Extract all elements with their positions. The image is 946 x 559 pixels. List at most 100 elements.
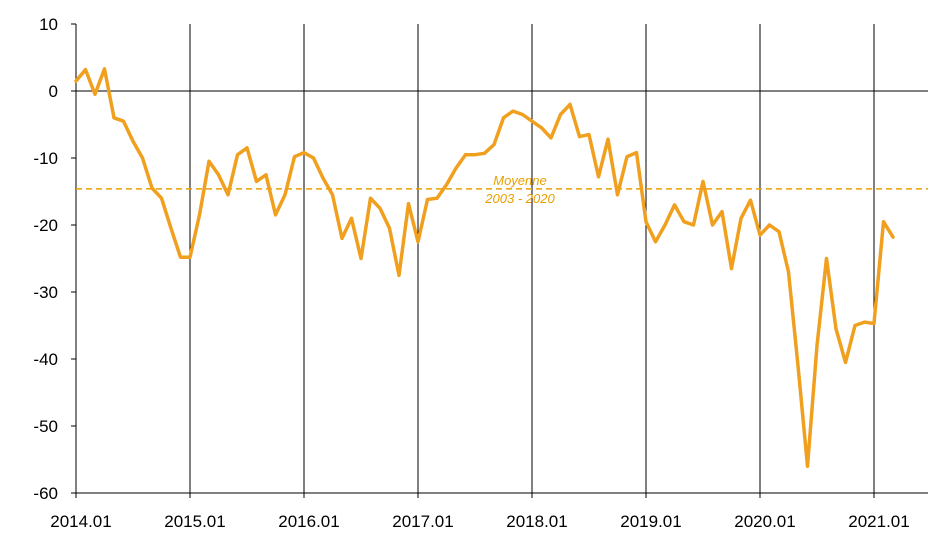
series-point: [207, 159, 211, 163]
x-tick-label: 2018.01: [506, 512, 567, 531]
series-point: [644, 220, 648, 224]
vertical-gridlines: [189, 24, 875, 493]
series-point: [483, 151, 486, 155]
series-point: [530, 119, 534, 123]
series-point: [435, 196, 439, 200]
series-point: [806, 464, 809, 468]
series-point: [473, 153, 477, 157]
series-point: [445, 183, 448, 187]
series-point: [103, 67, 106, 71]
x-tick-label: 2021.01: [848, 512, 909, 531]
y-axis-ticks: 10 0 -10 -20 -30 -40 -50 -60: [33, 15, 76, 503]
y-tick-label: -20: [33, 216, 58, 235]
series-point: [283, 193, 287, 197]
series-point: [74, 79, 78, 83]
series-point: [331, 193, 334, 197]
series-point: [758, 233, 762, 237]
series-point: [549, 136, 553, 140]
series-point: [407, 202, 410, 206]
series-point: [872, 322, 876, 325]
series-point: [730, 267, 733, 271]
series-point: [568, 102, 572, 106]
series-point: [578, 135, 581, 139]
series-point: [834, 327, 838, 331]
series-point: [853, 324, 857, 327]
y-tick-label: -10: [33, 149, 58, 168]
average-label-line1: Moyenne: [493, 173, 546, 188]
series-point: [777, 230, 781, 234]
series-point: [891, 235, 895, 239]
series-point: [502, 116, 505, 120]
series-point: [369, 196, 372, 200]
series-point: [312, 156, 315, 160]
series-point: [359, 257, 363, 260]
x-tick-label: 2019.01: [620, 512, 681, 531]
series-point: [141, 156, 144, 160]
series-point: [825, 257, 828, 260]
series-point: [625, 155, 629, 159]
series-point: [340, 236, 344, 240]
series-point: [245, 146, 249, 150]
y-tick-label: -30: [33, 283, 58, 302]
series-point: [796, 364, 800, 368]
x-axis-ticks: 2014.01 2015.01 2016.01 2017.01 2018.01 2019.…: [50, 493, 910, 531]
series-point: [150, 186, 154, 190]
series-point: [863, 320, 866, 324]
series-point: [226, 193, 230, 197]
average-label-line2: 2003 - 2020: [484, 191, 555, 206]
series-point: [663, 223, 667, 227]
y-tick-label: -50: [33, 417, 58, 436]
series-point: [255, 179, 258, 183]
series-point: [264, 173, 268, 177]
series-point: [293, 155, 296, 159]
series-point: [131, 139, 135, 143]
series-point: [635, 151, 638, 155]
series-points: [74, 67, 895, 468]
series-point: [597, 175, 600, 179]
x-tick-label: 2016.01: [278, 512, 339, 531]
series-point: [198, 213, 201, 217]
series-point: [188, 255, 192, 259]
series-point: [492, 143, 496, 147]
series-point: [302, 151, 306, 155]
series-point: [84, 68, 87, 72]
series-point: [701, 179, 705, 183]
x-tick-label: 2014.01: [50, 512, 111, 531]
series-point: [692, 223, 695, 227]
series-point: [160, 196, 163, 200]
series-point: [521, 113, 524, 116]
series-point: [673, 203, 676, 207]
series-point: [388, 226, 391, 230]
y-tick-label: -60: [33, 484, 58, 503]
series-point: [169, 226, 173, 230]
series-point: [559, 113, 562, 116]
series-point: [739, 216, 743, 220]
y-tick-label: 10: [39, 15, 58, 34]
series-point: [749, 198, 752, 202]
series-point: [587, 133, 591, 137]
series-point: [682, 220, 686, 224]
series-point: [815, 344, 819, 348]
series-point: [350, 216, 353, 220]
series-point: [321, 176, 325, 180]
series-point: [112, 116, 116, 120]
series-point: [397, 273, 401, 277]
series-point: [464, 153, 467, 157]
series-point: [511, 109, 515, 113]
series-point: [426, 198, 429, 201]
series-point: [179, 255, 182, 259]
series-line: [74, 67, 895, 468]
series-point: [606, 137, 610, 141]
x-tick-label: 2017.01: [392, 512, 453, 531]
series-point: [882, 220, 885, 224]
y-tick-label: -40: [33, 350, 58, 369]
series-point: [217, 173, 220, 177]
series-point: [711, 223, 714, 227]
series-point: [274, 213, 277, 217]
series-point: [787, 270, 790, 274]
series-point: [454, 166, 458, 170]
series-point: [236, 153, 239, 157]
series-point: [720, 210, 724, 214]
series-point: [122, 119, 125, 123]
